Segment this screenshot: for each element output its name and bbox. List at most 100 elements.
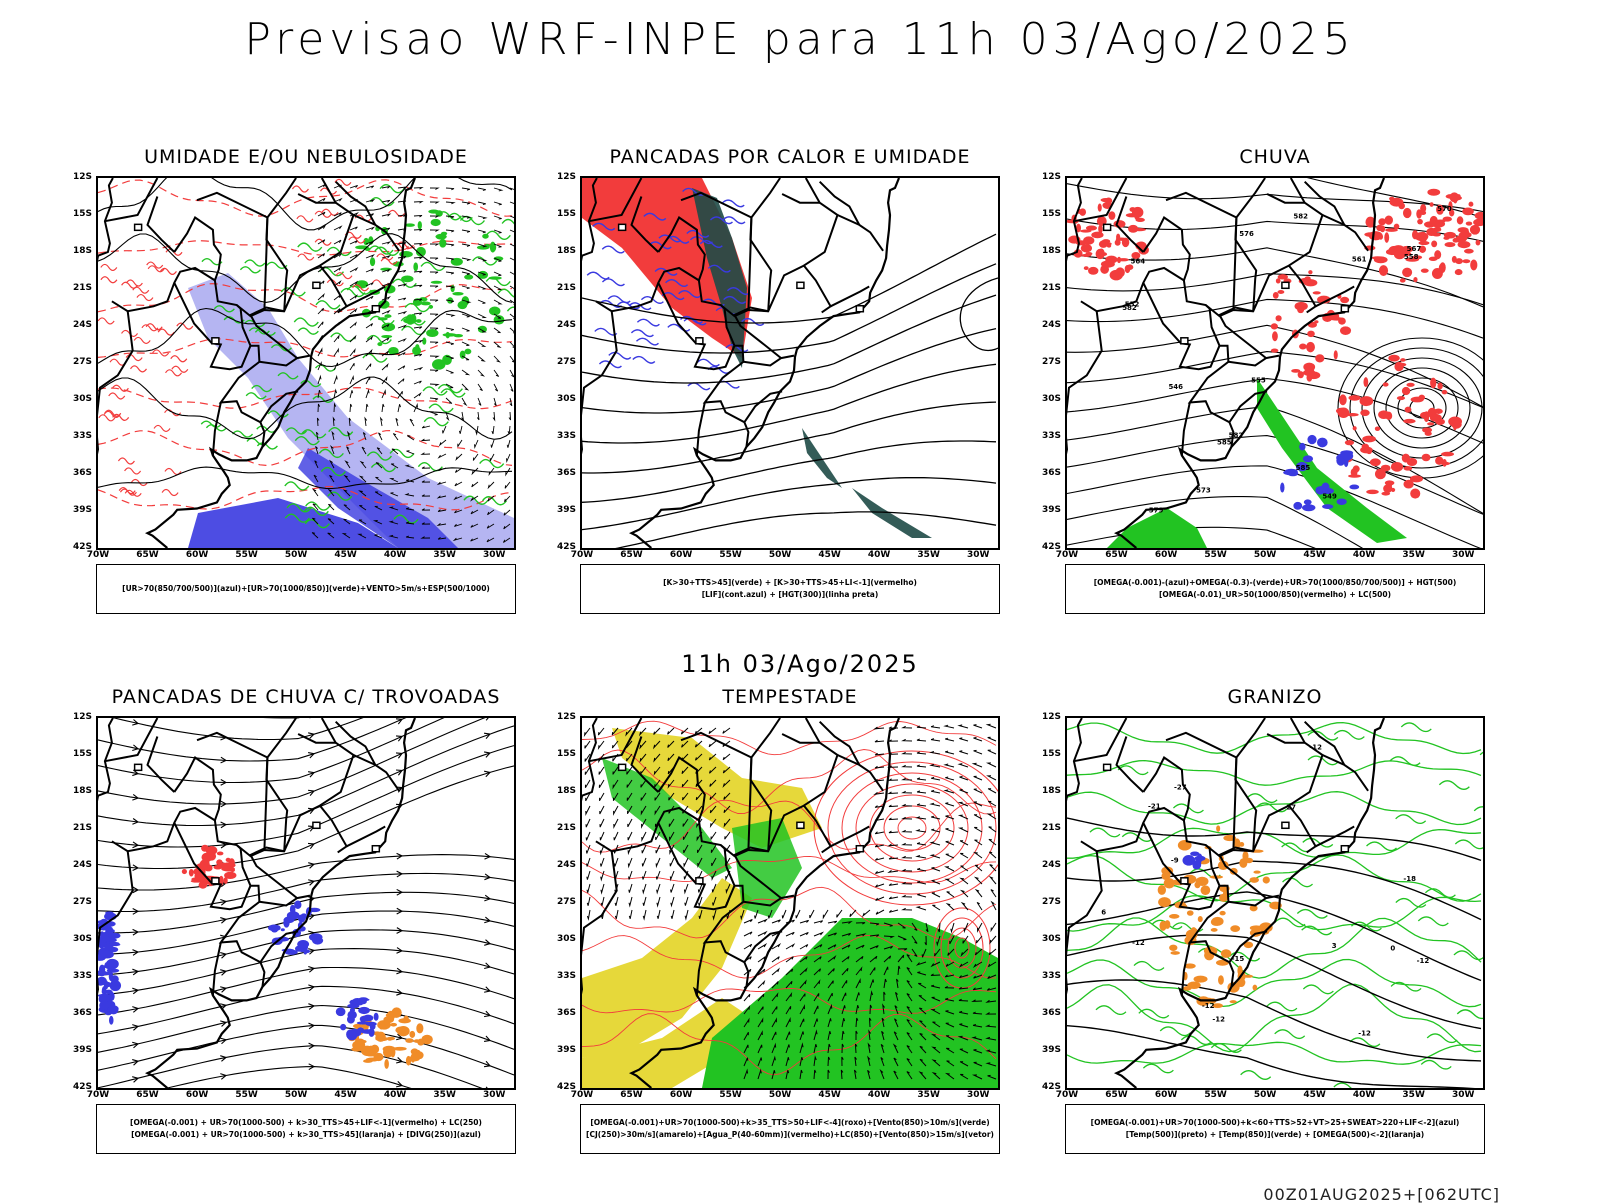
state-border	[197, 733, 267, 850]
latitude-tick-label: 24S	[1035, 320, 1061, 330]
omega500-orange-cells-cell	[1160, 921, 1167, 931]
temp500-isotherms	[1067, 818, 1481, 1088]
state-border	[1067, 718, 1082, 796]
wind-vector	[446, 314, 454, 316]
state-border	[782, 194, 820, 203]
reservoir-marker	[1341, 306, 1348, 312]
wind-vector	[366, 324, 373, 329]
legend-line: [Temp(500)](preto) + [Temp(850)](verde) …	[1126, 1129, 1424, 1141]
reservoir-marker	[212, 878, 219, 884]
wind-vector	[430, 370, 438, 372]
lif-contour	[608, 296, 630, 303]
wind-vector	[917, 907, 926, 910]
lif-contour	[587, 272, 609, 279]
legend-line: [OMEGA(-0.001) + UR>70(1000-500) + k>30_…	[130, 1117, 482, 1129]
state-border	[820, 182, 860, 225]
wind-vector	[917, 739, 926, 741]
rain-red-cells-cell	[1378, 410, 1389, 419]
divergence-blue-cells-cell	[100, 995, 113, 998]
rain-red-cells-cell	[1383, 382, 1389, 386]
wind-vector	[600, 806, 604, 814]
rain-red-cells-cell	[1115, 267, 1125, 277]
isotherm-fragment	[1454, 951, 1483, 960]
red-contour	[292, 186, 308, 192]
isotherm-fragment	[1139, 1009, 1169, 1018]
legend-line: [OMEGA(-0.01)_UR>50(1000/850)(vermelho) …	[1159, 589, 1391, 601]
pw-contour	[898, 817, 926, 839]
wind-vector	[600, 832, 604, 840]
state-border	[1182, 403, 1190, 456]
isotherm-fragment	[1439, 781, 1469, 790]
longitude-tick-label: 45W	[331, 550, 361, 560]
longitude-tick-label: 35W	[914, 550, 944, 560]
omega500-orange-cells-cell	[1194, 976, 1208, 983]
hgt-line	[582, 364, 996, 443]
streamline	[98, 968, 514, 1015]
wind-vector	[494, 370, 499, 377]
reservoir-marker	[619, 764, 626, 770]
legend-box: [K>30+TTS>45](verde) + [K>30+TTS>45+LI<-…	[580, 564, 1000, 614]
rain-red-cells-cell	[1345, 440, 1354, 445]
state-border	[831, 827, 870, 847]
latitude-tick-label: 18S	[550, 786, 576, 796]
wind-vector	[398, 379, 404, 384]
green-contour	[486, 231, 510, 239]
longitude-tick-label: 60W	[666, 550, 696, 560]
low-humidity-green-cell	[431, 281, 443, 284]
latitude-tick-label: 39S	[1035, 1045, 1061, 1055]
map-frame	[580, 176, 1000, 550]
wind-vector	[671, 884, 674, 893]
temp850-isotherm-line	[1067, 984, 1481, 1051]
state-border	[1067, 851, 1102, 1088]
omega500-orange-cells-cell	[1239, 858, 1247, 868]
latitude-tick-label: 30S	[1035, 934, 1061, 944]
latitude-tick-label: 21S	[1035, 283, 1061, 293]
state-border	[105, 178, 157, 221]
rain-red-cells-cell	[1470, 260, 1477, 271]
wind-vector	[931, 842, 940, 845]
divergence-blue-cells-cell	[108, 947, 118, 952]
latitude-tick-label: 18S	[66, 786, 92, 796]
hail-blue-cells	[1182, 851, 1205, 869]
thunderstorm-red-cells-cell	[217, 852, 224, 856]
wind-vector	[917, 765, 926, 767]
reservoir-marker	[696, 878, 703, 884]
state-border	[820, 722, 860, 765]
rain-red-cells-cell	[1427, 189, 1440, 196]
rain-red-cells-cell	[1464, 249, 1474, 254]
wind-vector	[796, 910, 800, 918]
wind-vector	[657, 884, 660, 893]
omega500-orange-cells-cell	[1218, 975, 1224, 984]
longitude-tick-label: 45W	[1300, 550, 1330, 560]
thunder-orange-cells-cell	[414, 1039, 420, 1043]
wind-vector	[654, 728, 660, 735]
wind-vector	[786, 932, 794, 936]
contour-label: -12	[1358, 1029, 1371, 1037]
wind-vector	[382, 214, 390, 216]
wind-vector	[587, 858, 590, 867]
thunder-orange-cells-cell	[403, 1016, 408, 1023]
wind-vector	[430, 342, 438, 344]
thunderstorm-red-cells-cell	[189, 869, 194, 877]
reservoir-marker	[1341, 846, 1348, 852]
wind-vector	[350, 268, 357, 272]
wind-vector	[414, 215, 422, 217]
wind-vector	[962, 903, 968, 910]
latitude-tick-label: 24S	[1035, 860, 1061, 870]
wind-vector	[430, 384, 438, 386]
rain-red-cells-cell	[1366, 449, 1372, 454]
hail-blue-cells-cell	[1197, 857, 1202, 867]
thunder-orange-cells-cell	[395, 1027, 406, 1034]
contour-label: 555	[1251, 377, 1266, 385]
wind-vector	[991, 923, 996, 931]
rain-red-cells-cell	[1334, 350, 1338, 359]
wind-vector	[318, 308, 324, 314]
rain-red-cells-cell	[1402, 387, 1410, 395]
wind850-green-area	[702, 918, 998, 1088]
longitude-tick-label: 35W	[1399, 550, 1429, 560]
wind-vector	[478, 216, 486, 219]
